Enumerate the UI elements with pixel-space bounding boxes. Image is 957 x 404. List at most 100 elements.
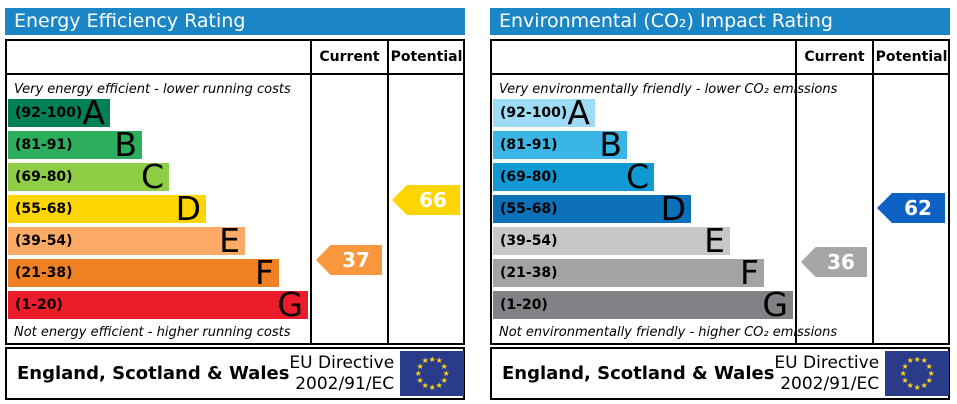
region-label: England, Scotland & Wales <box>502 363 775 384</box>
band-letter: D <box>175 189 201 228</box>
band-letter: G <box>762 285 788 324</box>
star-icon: ★ <box>421 356 429 366</box>
potential-rating-arrow: 66 <box>392 185 460 215</box>
star-icon: ★ <box>925 361 933 371</box>
column-divider <box>872 41 874 343</box>
star-icon: ★ <box>414 368 422 378</box>
column-divider <box>795 41 797 343</box>
rating-chart: Current Potential Very energy efficient … <box>5 39 465 345</box>
eu-flag-icon: ★ ★ ★ ★ ★ ★ ★ ★ ★ ★ ★ ★ <box>400 351 465 396</box>
star-icon: ★ <box>442 368 450 378</box>
band-letter: G <box>277 285 303 324</box>
star-icon: ★ <box>901 375 909 385</box>
current-rating-arrow: 36 <box>801 247 867 277</box>
eu-directive-line1: EU Directive <box>289 353 395 374</box>
band-letter: F <box>255 253 274 292</box>
eu-directive-line1: EU Directive <box>774 353 880 374</box>
band-range: (92-100) <box>15 105 83 121</box>
band-range: (55-68) <box>15 201 73 217</box>
rating-band-f: (21-38) F <box>493 253 764 292</box>
rating-band-d: (55-68) D <box>493 189 691 228</box>
eu-flag-icon: ★ ★ ★ ★ ★ ★ ★ ★ ★ ★ ★ ★ <box>885 351 950 396</box>
rating-band-b: (81-91) B <box>8 128 142 161</box>
band-range: (69-80) <box>500 169 558 185</box>
band-letter: C <box>140 157 164 196</box>
column-header-current: Current <box>804 49 865 65</box>
star-icon: ★ <box>920 356 928 366</box>
panel-title: Energy Efficiency Rating <box>14 10 246 32</box>
rating-band-b: (81-91) B <box>493 125 627 164</box>
eu-directive-text: EU Directive 2002/91/EC <box>774 353 885 394</box>
panel-title: Environmental (CO₂) Impact Rating <box>499 10 833 32</box>
rating-bands: (92-100) A (81-91) B (69-80) C (55-68) D (39-54)… <box>7 41 310 343</box>
rating-band-g: (1-20) G <box>8 285 308 324</box>
eu-directive-line2: 2002/91/EC <box>780 373 880 394</box>
band-range: (55-68) <box>500 201 558 217</box>
panel-environmental-impact: Environmental (CO₂) Impact Rating Curren… <box>490 8 950 400</box>
panel-footer: England, Scotland & Wales EU Directive 2… <box>490 347 950 400</box>
star-icon: ★ <box>899 368 907 378</box>
panel-footer: England, Scotland & Wales EU Directive 2… <box>5 347 465 400</box>
current-rating-arrow: 37 <box>316 245 382 275</box>
column-divider <box>310 41 312 343</box>
top-note: Very environmentally friendly - lower CO… <box>499 82 838 97</box>
band-letter: E <box>219 221 240 260</box>
band-range: (39-54) <box>500 233 558 249</box>
star-icon: ★ <box>421 380 429 390</box>
star-icon: ★ <box>440 361 448 371</box>
band-letter: C <box>625 157 649 196</box>
band-range: (39-54) <box>15 233 73 249</box>
panel-energy-efficiency: Energy Efficiency Rating Current Potenti… <box>5 8 465 400</box>
current-rating-value: 36 <box>827 250 855 274</box>
star-icon: ★ <box>913 354 921 364</box>
rating-band-g: (1-20) G <box>493 285 793 324</box>
eu-directive-text: EU Directive 2002/91/EC <box>289 353 400 394</box>
rating-chart: Current Potential Very environmentally f… <box>490 39 950 345</box>
star-icon: ★ <box>416 375 424 385</box>
eu-directive-line2: 2002/91/EC <box>295 373 395 394</box>
panel-title-bar: Environmental (CO₂) Impact Rating <box>490 8 950 35</box>
rating-band-c: (69-80) C <box>8 157 169 196</box>
band-letter: B <box>599 125 622 164</box>
column-header-potential: Potential <box>875 49 948 65</box>
header-divider <box>492 73 948 75</box>
star-icon: ★ <box>920 380 928 390</box>
band-range: (21-38) <box>15 265 73 281</box>
rating-bands: (92-100) A (81-91) B (69-80) C (55-68) D (39-54)… <box>492 41 795 343</box>
band-letter: A <box>567 93 590 132</box>
star-icon: ★ <box>901 361 909 371</box>
band-range: (1-20) <box>500 297 548 313</box>
star-icon: ★ <box>440 375 448 385</box>
band-range: (81-91) <box>15 137 73 153</box>
star-icon: ★ <box>906 356 914 366</box>
column-header-potential: Potential <box>390 49 463 65</box>
star-icon: ★ <box>927 368 935 378</box>
star-icon: ★ <box>913 382 921 392</box>
column-divider <box>387 41 389 343</box>
rating-band-e: (39-54) E <box>8 221 245 260</box>
band-range: (81-91) <box>500 137 558 153</box>
potential-rating-value: 66 <box>419 188 447 212</box>
rating-band-a: (92-100) A <box>8 96 110 129</box>
potential-rating-value: 62 <box>904 196 932 220</box>
band-letter: E <box>704 221 725 260</box>
bottom-note: Not energy efficient - higher running co… <box>14 325 291 340</box>
band-letter: F <box>740 253 759 292</box>
band-letter: D <box>660 189 686 228</box>
star-icon: ★ <box>428 354 436 364</box>
rating-band-d: (55-68) D <box>8 189 206 228</box>
header-divider <box>7 73 463 75</box>
star-icon: ★ <box>435 380 443 390</box>
band-range: (69-80) <box>15 169 73 185</box>
top-note: Very energy efficient - lower running co… <box>14 82 291 97</box>
column-header-current: Current <box>319 49 380 65</box>
rating-band-e: (39-54) E <box>493 221 730 260</box>
rating-band-a: (92-100) A <box>493 93 595 132</box>
star-icon: ★ <box>435 356 443 366</box>
star-icon: ★ <box>428 382 436 392</box>
band-range: (21-38) <box>500 265 558 281</box>
band-range: (1-20) <box>15 297 63 313</box>
bottom-note: Not environmentally friendly - higher CO… <box>499 325 838 340</box>
potential-rating-arrow: 62 <box>877 193 945 223</box>
star-icon: ★ <box>416 361 424 371</box>
